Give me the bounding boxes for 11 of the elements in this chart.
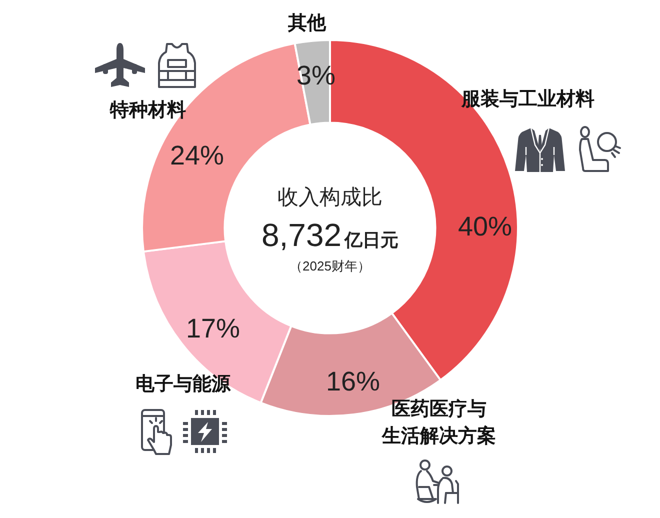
data-label: 24%	[170, 140, 224, 170]
slice-label: 其他	[287, 12, 327, 34]
slice-label: 医药医疗与生活解决方案	[381, 398, 496, 448]
slice-label: 电子与能源	[136, 373, 232, 396]
text: 收入构成比	[278, 186, 382, 209]
text: 8,732亿日元	[261, 217, 399, 253]
text: （2025财年）	[290, 258, 370, 274]
slice-label: 特种材料	[109, 99, 186, 122]
data-label: 17%	[186, 313, 240, 344]
data-label: 16%	[326, 366, 380, 396]
data-label: 40%	[458, 211, 512, 242]
